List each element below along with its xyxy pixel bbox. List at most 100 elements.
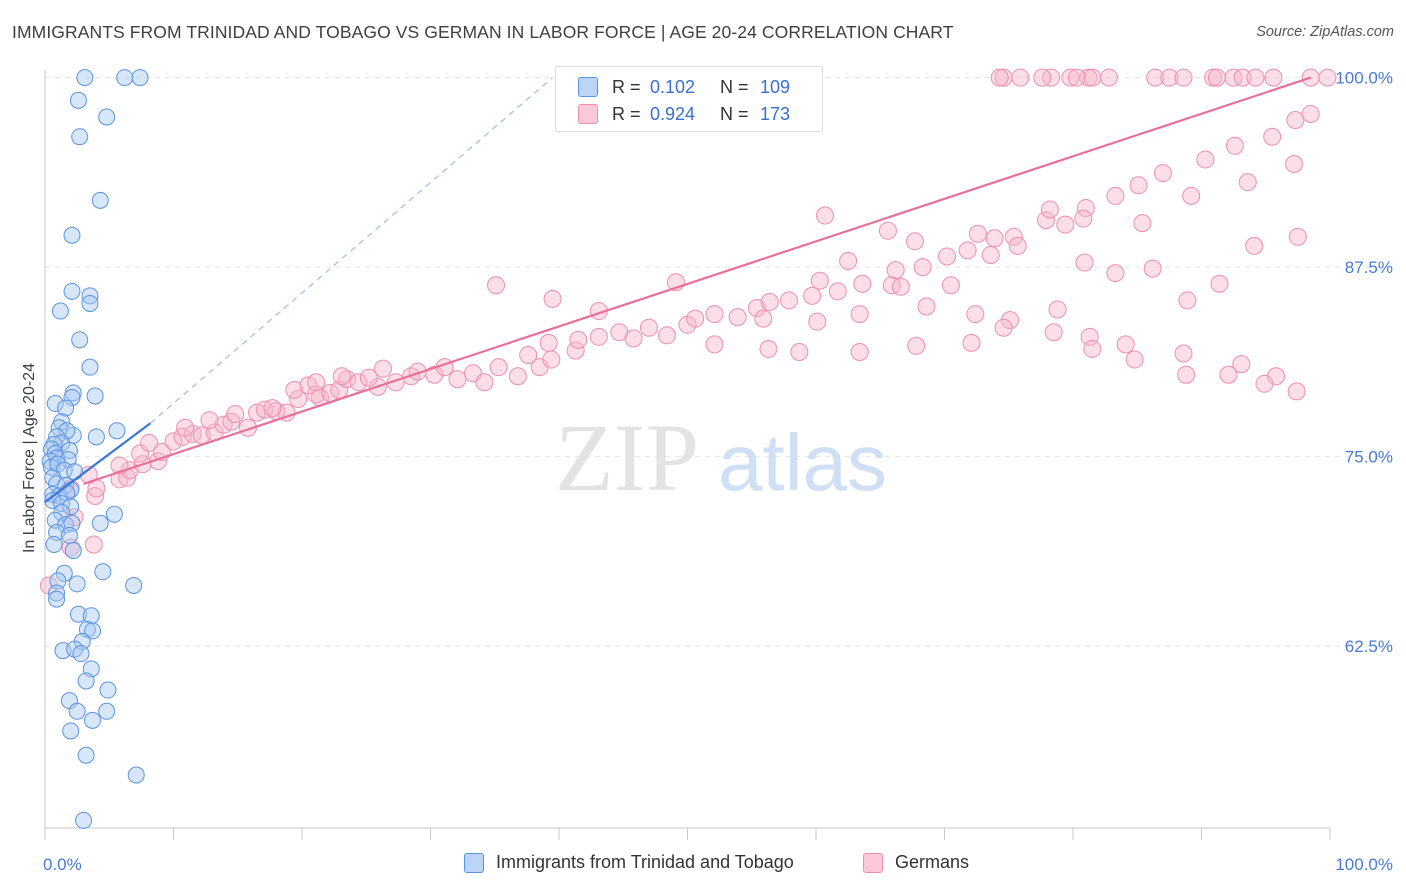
germans-point — [1233, 68, 1252, 87]
watermark: ZIP atlas — [555, 404, 887, 511]
germans-point — [239, 418, 258, 437]
germans-point — [966, 305, 985, 324]
germans-point — [853, 274, 872, 293]
x-tick-label: 100.0% — [1335, 855, 1393, 874]
germans-point — [1263, 127, 1282, 146]
germans-point — [981, 245, 1000, 264]
germans-point — [1204, 68, 1223, 87]
trinidad-point — [46, 395, 64, 413]
germans-point — [1076, 198, 1095, 217]
germans-point — [1285, 154, 1304, 173]
germans-point — [1301, 104, 1320, 123]
trinidad-point — [94, 563, 112, 581]
germans-point — [1207, 68, 1226, 87]
legend-swatch-pink — [863, 852, 883, 873]
trinidad-point — [81, 358, 99, 376]
germans-point — [255, 400, 274, 419]
watermark-atlas: atlas — [718, 418, 887, 507]
germans-point — [307, 373, 326, 392]
trinidad-point — [131, 69, 149, 87]
chart-title: IMMIGRANTS FROM TRINIDAD AND TOBAGO VS G… — [12, 22, 954, 42]
grid-lines — [45, 77, 1394, 647]
y-tick-label: 87.5% — [1345, 258, 1393, 277]
germans-point — [1083, 339, 1102, 358]
germans-point — [810, 271, 829, 290]
germans-point — [543, 289, 562, 308]
germans-point — [1153, 164, 1172, 183]
germans-point — [1001, 311, 1020, 330]
germans-point — [1210, 274, 1229, 293]
germans-point — [1160, 68, 1179, 87]
germans-point — [815, 206, 834, 225]
legend-item-germans[interactable]: Germans — [863, 852, 969, 873]
legend-label-trinidad: Immigrants from Trinidad and Tobago — [496, 852, 794, 872]
trinidad-point — [116, 69, 134, 87]
trinidad-point — [125, 576, 143, 594]
germans-point — [285, 380, 304, 399]
germans-point — [803, 286, 822, 305]
trinidad-point — [63, 282, 81, 300]
germans-point — [164, 432, 183, 451]
germans-point — [1177, 365, 1196, 384]
trinidad-point — [91, 514, 109, 532]
germans-point — [1125, 350, 1144, 369]
germans-point — [1116, 335, 1135, 354]
trinidad-point — [127, 766, 145, 784]
trinidad-point — [71, 128, 89, 146]
trinidad-point — [98, 702, 116, 720]
germans-point — [1011, 68, 1030, 87]
germans-point — [1318, 68, 1337, 87]
legend-item-trinidad[interactable]: Immigrants from Trinidad and Tobago — [464, 852, 794, 873]
trinidad-point — [62, 722, 80, 740]
legend-r-value: 0.924 — [650, 103, 696, 124]
germans-point — [131, 444, 150, 463]
trinidad-trend-line — [44, 422, 152, 503]
legend-r-value: 0.102 — [650, 76, 696, 97]
germans-point — [1286, 111, 1305, 130]
trinidad-point — [84, 622, 102, 640]
stats-legend: R = 0.102 N = 109 R = 0.924 N = 173 — [555, 66, 823, 132]
germans-point — [968, 224, 987, 243]
germans-point — [1225, 136, 1244, 155]
trinidad-point — [84, 711, 102, 729]
legend-r-label: R = — [612, 76, 641, 97]
trinidad-point — [49, 572, 67, 590]
germans-point — [1287, 382, 1306, 401]
trinidad-point — [60, 526, 78, 544]
germans-point — [200, 411, 219, 430]
germans-point — [780, 291, 799, 310]
germans-point — [1264, 68, 1283, 87]
germans-point — [1246, 68, 1265, 87]
trinidad-point — [82, 607, 100, 625]
germans-point — [508, 367, 527, 386]
germans-point — [140, 433, 159, 452]
trinidad-point — [71, 331, 89, 349]
germans-point — [985, 229, 1004, 248]
germans-point — [728, 308, 747, 327]
germans-point — [1182, 186, 1201, 205]
germans-point — [337, 370, 356, 389]
legend-swatch-pink — [578, 104, 598, 124]
trinidad-point — [72, 645, 90, 663]
trinidad-point — [45, 435, 63, 453]
germans-point — [539, 333, 558, 352]
germans-point — [790, 342, 809, 361]
trinidad-point — [48, 590, 66, 608]
trinidad-point — [68, 575, 86, 593]
germans-point — [487, 276, 506, 295]
germans-point — [1074, 209, 1093, 228]
germans-point — [1143, 259, 1162, 278]
germans-point — [705, 305, 724, 324]
germans-point — [475, 373, 494, 392]
germans-point — [759, 339, 778, 358]
germans-point — [1219, 365, 1238, 384]
legend-row-pink: R = 0.924 N = 173 — [578, 102, 790, 126]
germans-point — [1146, 68, 1165, 87]
germans-point — [349, 373, 368, 392]
trinidad-point — [77, 672, 95, 690]
germans-point — [1075, 253, 1094, 272]
germans-point — [891, 277, 910, 296]
germans-point — [941, 276, 960, 295]
trinidad-point — [69, 605, 87, 623]
